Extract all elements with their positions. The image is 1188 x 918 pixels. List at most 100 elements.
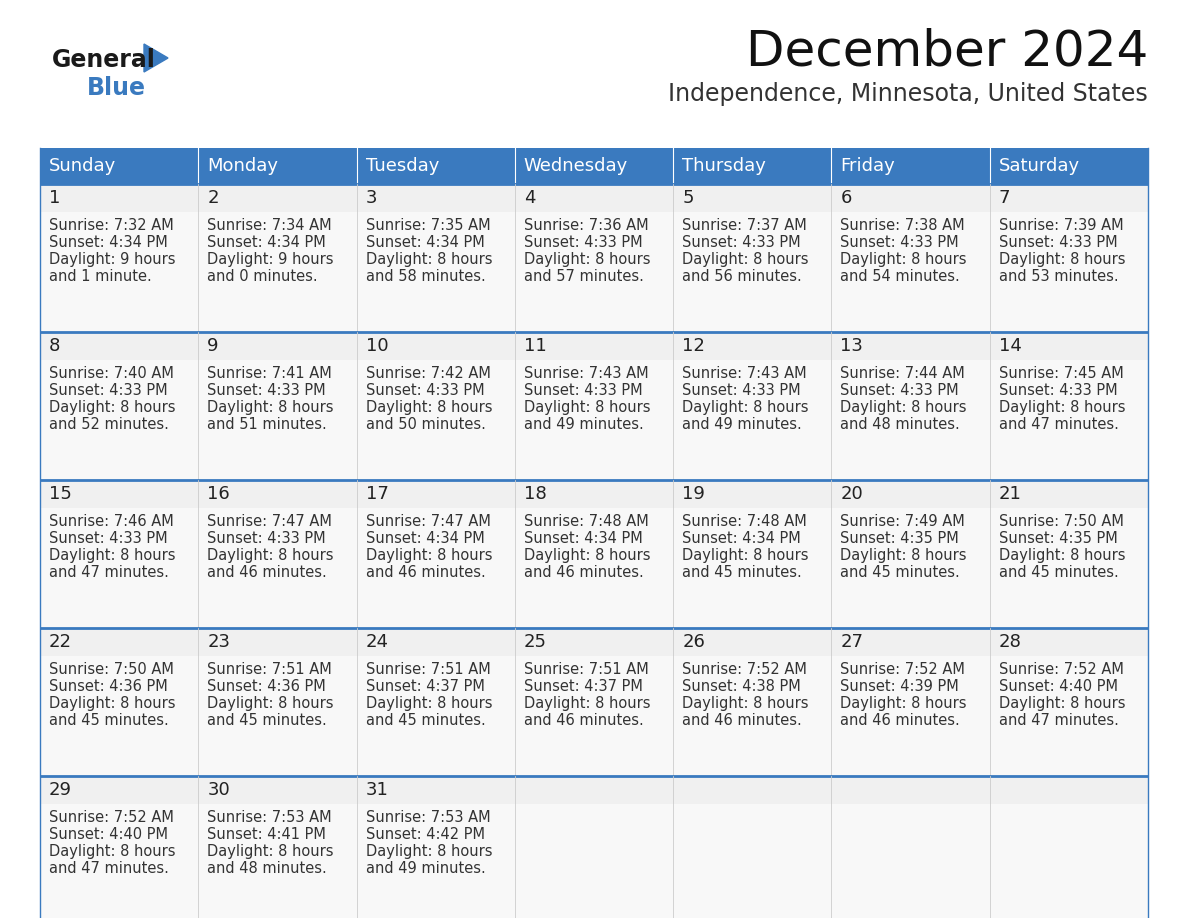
Text: Sunset: 4:34 PM: Sunset: 4:34 PM [366,235,485,250]
Text: Sunrise: 7:32 AM: Sunrise: 7:32 AM [49,218,173,233]
Text: Sunrise: 7:52 AM: Sunrise: 7:52 AM [682,662,807,677]
Text: Daylight: 8 hours: Daylight: 8 hours [49,844,176,859]
Text: 13: 13 [840,337,864,355]
Text: Sunset: 4:35 PM: Sunset: 4:35 PM [999,531,1118,546]
Bar [40,804,198,918]
Text: Saturday: Saturday [999,157,1080,175]
Bar [674,656,832,776]
Text: Sunrise: 7:48 AM: Sunrise: 7:48 AM [682,514,807,529]
Text: and 46 minutes.: and 46 minutes. [366,565,486,580]
Text: Sunrise: 7:47 AM: Sunrise: 7:47 AM [366,514,491,529]
Text: Monday: Monday [207,157,278,175]
Text: Sunset: 4:33 PM: Sunset: 4:33 PM [840,383,959,398]
Bar [514,776,674,804]
Bar [40,332,198,360]
Text: Sunrise: 7:41 AM: Sunrise: 7:41 AM [207,366,331,381]
Text: Daylight: 8 hours: Daylight: 8 hours [207,844,334,859]
Text: 26: 26 [682,633,704,651]
Text: Daylight: 8 hours: Daylight: 8 hours [682,400,809,415]
Text: Sunrise: 7:45 AM: Sunrise: 7:45 AM [999,366,1124,381]
Bar [356,804,514,918]
Text: Sunset: 4:34 PM: Sunset: 4:34 PM [207,235,326,250]
Text: and 0 minutes.: and 0 minutes. [207,269,318,284]
Bar [674,480,832,508]
Bar [40,776,198,804]
Bar [198,776,356,804]
Text: Sunrise: 7:43 AM: Sunrise: 7:43 AM [524,366,649,381]
Text: 8: 8 [49,337,61,355]
Text: Daylight: 8 hours: Daylight: 8 hours [682,696,809,711]
Bar [198,360,356,480]
Bar [40,184,198,212]
Bar [356,480,514,508]
Text: 25: 25 [524,633,546,651]
Text: 31: 31 [366,781,388,799]
Bar [990,184,1148,212]
Text: Daylight: 8 hours: Daylight: 8 hours [207,400,334,415]
Bar [198,184,356,212]
Text: Sunrise: 7:48 AM: Sunrise: 7:48 AM [524,514,649,529]
Text: Daylight: 9 hours: Daylight: 9 hours [207,252,334,267]
Text: 5: 5 [682,189,694,207]
Text: Sunrise: 7:51 AM: Sunrise: 7:51 AM [207,662,331,677]
Text: Sunset: 4:33 PM: Sunset: 4:33 PM [524,383,643,398]
Bar [40,212,198,332]
Text: 10: 10 [366,337,388,355]
Bar [40,628,198,656]
Text: and 46 minutes.: and 46 minutes. [524,565,644,580]
Text: Daylight: 8 hours: Daylight: 8 hours [840,548,967,563]
Bar [674,628,832,656]
Bar [198,332,356,360]
Text: Sunset: 4:38 PM: Sunset: 4:38 PM [682,679,801,694]
Text: Daylight: 8 hours: Daylight: 8 hours [999,252,1125,267]
Text: and 48 minutes.: and 48 minutes. [207,861,327,876]
Bar [514,656,674,776]
Polygon shape [144,44,168,72]
Bar [674,776,832,804]
Text: and 46 minutes.: and 46 minutes. [207,565,327,580]
Bar [356,332,514,360]
Text: Sunset: 4:37 PM: Sunset: 4:37 PM [524,679,643,694]
Text: Sunrise: 7:49 AM: Sunrise: 7:49 AM [840,514,965,529]
Text: Sunrise: 7:51 AM: Sunrise: 7:51 AM [366,662,491,677]
Text: Sunrise: 7:52 AM: Sunrise: 7:52 AM [999,662,1124,677]
Text: 15: 15 [49,485,72,503]
Bar [990,508,1148,628]
Bar [198,508,356,628]
Text: and 46 minutes.: and 46 minutes. [682,713,802,728]
Bar [674,804,832,918]
Bar [674,332,832,360]
Text: Daylight: 8 hours: Daylight: 8 hours [207,548,334,563]
Text: Sunset: 4:37 PM: Sunset: 4:37 PM [366,679,485,694]
Text: Wednesday: Wednesday [524,157,628,175]
Text: and 54 minutes.: and 54 minutes. [840,269,960,284]
Bar [514,360,674,480]
Text: Sunrise: 7:40 AM: Sunrise: 7:40 AM [49,366,173,381]
Text: Sunset: 4:33 PM: Sunset: 4:33 PM [49,383,168,398]
Bar [832,480,990,508]
Text: Daylight: 8 hours: Daylight: 8 hours [524,400,650,415]
Text: Sunrise: 7:52 AM: Sunrise: 7:52 AM [49,810,173,825]
Text: 17: 17 [366,485,388,503]
Bar [40,508,198,628]
Bar [356,656,514,776]
Text: Daylight: 8 hours: Daylight: 8 hours [840,252,967,267]
Text: Sunset: 4:34 PM: Sunset: 4:34 PM [524,531,643,546]
Text: Sunset: 4:40 PM: Sunset: 4:40 PM [999,679,1118,694]
Text: Daylight: 8 hours: Daylight: 8 hours [682,252,809,267]
Text: Sunrise: 7:46 AM: Sunrise: 7:46 AM [49,514,173,529]
Text: Sunrise: 7:34 AM: Sunrise: 7:34 AM [207,218,331,233]
Text: Sunset: 4:36 PM: Sunset: 4:36 PM [49,679,168,694]
Text: Daylight: 8 hours: Daylight: 8 hours [366,548,492,563]
Text: and 58 minutes.: and 58 minutes. [366,269,486,284]
Text: and 45 minutes.: and 45 minutes. [682,565,802,580]
Text: Sunset: 4:33 PM: Sunset: 4:33 PM [366,383,485,398]
Text: Sunrise: 7:43 AM: Sunrise: 7:43 AM [682,366,807,381]
Bar [674,508,832,628]
Text: and 49 minutes.: and 49 minutes. [524,417,644,432]
Text: Daylight: 8 hours: Daylight: 8 hours [366,400,492,415]
Text: Sunrise: 7:47 AM: Sunrise: 7:47 AM [207,514,333,529]
Text: Friday: Friday [840,157,896,175]
Bar [356,508,514,628]
Bar [356,148,514,184]
